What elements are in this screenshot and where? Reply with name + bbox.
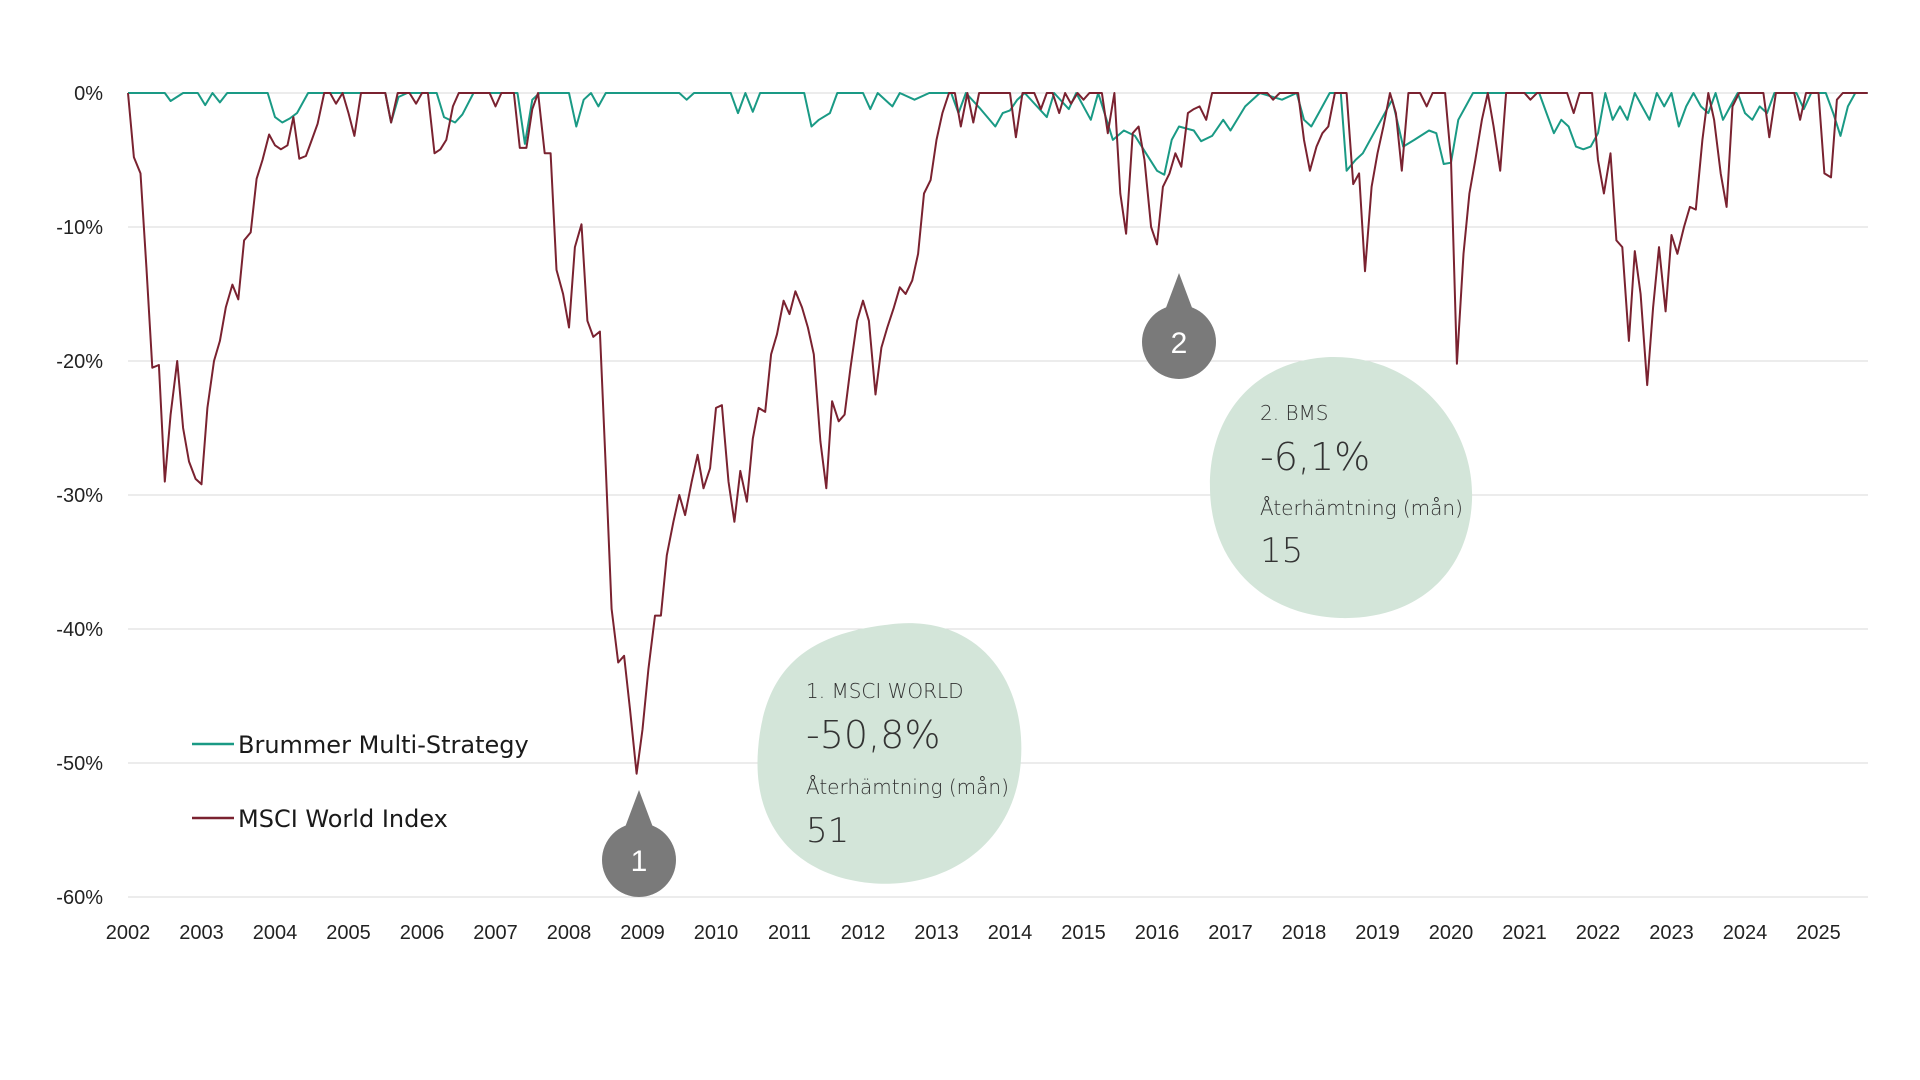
x-tick-label: 2023 xyxy=(1649,922,1694,944)
y-tick-label: -10% xyxy=(56,217,103,239)
y-axis-ticks: 0% -10% -20% -30% -40% -50% -60% xyxy=(56,83,103,909)
y-tick-label: -50% xyxy=(56,753,103,775)
x-tick-label: 2005 xyxy=(326,922,371,944)
legend-label: MSCI World Index xyxy=(238,805,448,833)
x-tick-label: 2008 xyxy=(547,922,592,944)
x-tick-label: 2003 xyxy=(179,922,224,944)
x-tick-label: 2007 xyxy=(473,922,518,944)
y-tick-label: -30% xyxy=(56,485,103,507)
x-tick-label: 2013 xyxy=(914,922,959,944)
x-tick-label: 2011 xyxy=(768,922,811,944)
x-tick-label: 2014 xyxy=(988,922,1033,944)
x-tick-label: 2004 xyxy=(253,922,298,944)
annotation-bubble-bms: 2. BMS -6,1% Återhämtning (mån) 15 xyxy=(1209,356,1473,619)
annotation-sublabel: Återhämtning (mån) xyxy=(1260,496,1463,520)
x-tick-label: 2017 xyxy=(1208,922,1253,944)
x-tick-label: 2010 xyxy=(694,922,739,944)
legend: Brummer Multi-Strategy MSCI World Index xyxy=(192,731,529,833)
marker-2: 2 xyxy=(1142,273,1216,379)
x-tick-label: 2024 xyxy=(1723,922,1768,944)
legend-label: Brummer Multi-Strategy xyxy=(238,731,529,759)
legend-item-bms: Brummer Multi-Strategy xyxy=(192,731,529,759)
annotation-heading: 1. MSCI WORLD xyxy=(806,679,964,703)
x-tick-label: 2025 xyxy=(1796,922,1841,944)
series-line-brummer-multi-strategy xyxy=(128,92,1868,176)
marker-pointer xyxy=(1164,273,1194,313)
x-tick-label: 2018 xyxy=(1282,922,1327,944)
marker-label: 1 xyxy=(631,845,648,878)
y-tick-label: -60% xyxy=(56,887,103,909)
x-tick-label: 2020 xyxy=(1429,922,1474,944)
x-tick-label: 2019 xyxy=(1355,922,1400,944)
x-tick-label: 2016 xyxy=(1135,922,1180,944)
marker-pointer xyxy=(624,790,654,830)
y-tick-label: -20% xyxy=(56,351,103,373)
bubble-shape xyxy=(1209,356,1473,619)
annotation-value: -6,1% xyxy=(1260,435,1370,479)
annotation-subvalue: 15 xyxy=(1260,531,1303,571)
x-tick-label: 2021 xyxy=(1502,922,1547,944)
x-tick-label: 2006 xyxy=(400,922,445,944)
x-tick-label: 2015 xyxy=(1061,922,1106,944)
x-tick-label: 2012 xyxy=(841,922,886,944)
annotation-bubble-msci: 1. MSCI WORLD -50,8% Återhämtning (mån) … xyxy=(757,623,1022,884)
x-tick-label: 2002 xyxy=(106,922,151,944)
annotation-sublabel: Återhämtning (mån) xyxy=(806,775,1009,799)
marker-label: 2 xyxy=(1171,327,1188,360)
series-lines xyxy=(127,92,1868,775)
legend-item-msci: MSCI World Index xyxy=(192,805,448,833)
marker-circle xyxy=(1142,305,1216,379)
annotation-value: -50,8% xyxy=(806,713,940,757)
y-tick-label: -40% xyxy=(56,619,103,641)
annotation-subvalue: 51 xyxy=(806,811,849,851)
bubble-shape xyxy=(757,623,1022,884)
y-tick-label: 0% xyxy=(74,83,103,105)
marker-circle xyxy=(602,823,676,897)
x-tick-label: 2022 xyxy=(1576,922,1621,944)
annotation-heading: 2. BMS xyxy=(1260,401,1329,425)
x-tick-label: 2009 xyxy=(620,922,665,944)
x-axis-ticks: 2002 2003 2004 2005 2006 2007 2008 2009 2010 2011… xyxy=(106,922,1841,944)
marker-1: 1 xyxy=(602,790,676,897)
series-line-msci-world-index xyxy=(127,92,1868,775)
